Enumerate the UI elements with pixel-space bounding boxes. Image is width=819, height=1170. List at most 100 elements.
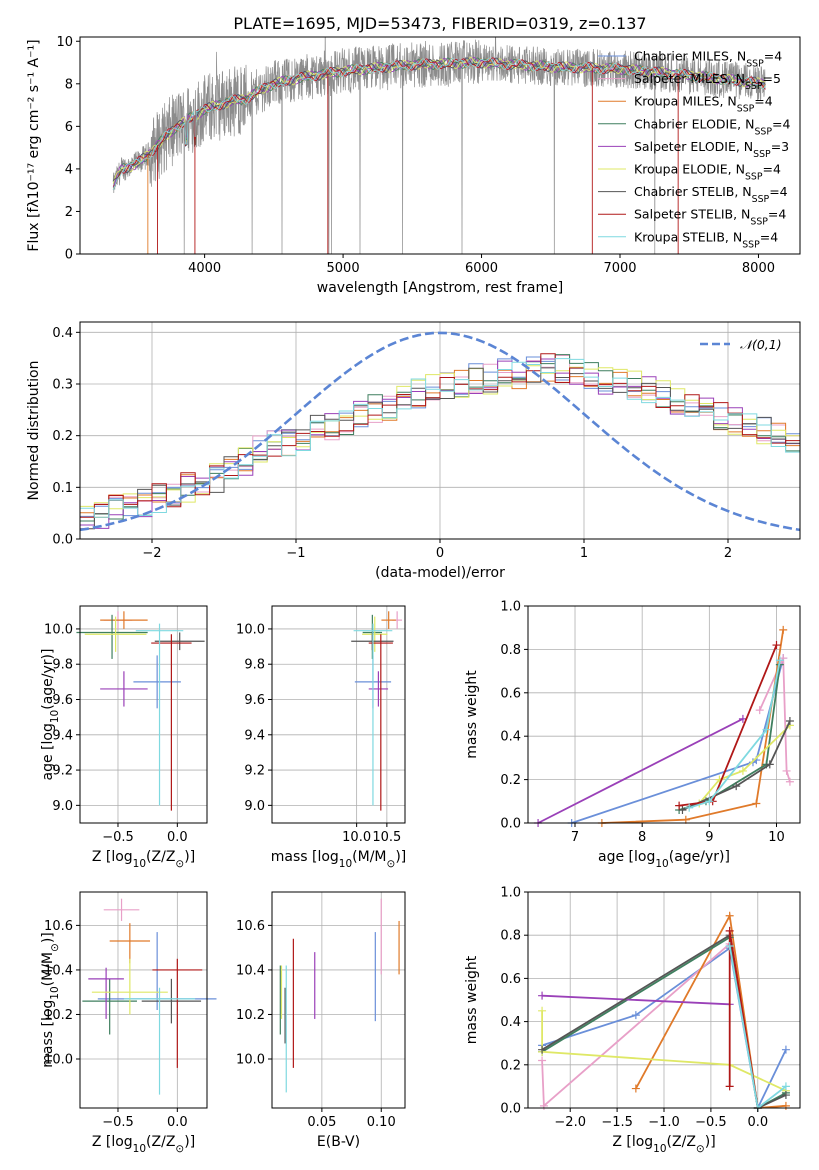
y-tick-label: 0.3 xyxy=(52,378,73,393)
legend-label: Chabrier ELODIE, NSSP=4 xyxy=(634,116,790,137)
spectrum-plot-area xyxy=(112,37,766,254)
legend-label: Salpeter STELIB, NSSP=4 xyxy=(634,207,786,228)
x-tick-label: 10 xyxy=(768,830,785,845)
y-tick-label: 9.6 xyxy=(52,693,73,708)
x-tick-label: 9 xyxy=(705,830,713,845)
axes-frame xyxy=(271,891,406,1109)
point-marker xyxy=(765,760,774,769)
y-tick-label: 10.2 xyxy=(44,1008,73,1023)
x-tick-label: −0.5 xyxy=(102,1115,134,1130)
point-marker xyxy=(631,1084,640,1093)
x-tick-label: 8 xyxy=(638,830,646,845)
point-marker xyxy=(782,766,791,775)
observed-spectrum-line xyxy=(112,37,766,254)
model-spectrum-line xyxy=(113,57,766,187)
y-tick-label: 9.4 xyxy=(52,728,73,743)
y-tick-label: 1.0 xyxy=(500,600,521,615)
y-tick-label: 0.6 xyxy=(500,972,521,987)
legend-label: 𝒩(0,1) xyxy=(740,337,782,352)
y-tick-label: 10.6 xyxy=(236,919,265,934)
x-tick-label: 6000 xyxy=(465,261,498,276)
point-marker xyxy=(681,815,690,824)
x-axis-label: age [log10(age/yr)] xyxy=(598,849,730,870)
x-tick-label: 7000 xyxy=(603,261,636,276)
point-marker xyxy=(725,911,734,920)
y-axis-label: age [log10(age/yr)] xyxy=(40,649,61,781)
axes-frame xyxy=(527,605,801,824)
axes-frame xyxy=(79,36,801,255)
point-marker xyxy=(685,803,694,812)
point-marker xyxy=(738,766,747,775)
y-tick-label: 6 xyxy=(65,120,73,135)
y-tick-label: 0.0 xyxy=(500,817,521,832)
y-tick-label: 0 xyxy=(65,248,73,263)
mass-weight-line xyxy=(541,1010,787,1092)
mass-weight-line xyxy=(571,657,785,824)
axes-frame xyxy=(79,891,208,1109)
y-tick-label: 10.0 xyxy=(236,1053,265,1068)
x-tick-label: 0.05 xyxy=(307,1115,336,1130)
x-tick-label: 0.0 xyxy=(747,1115,768,1130)
legend-label: Kroupa STELIB, NSSP=4 xyxy=(634,229,778,250)
x-tick-label: −1.5 xyxy=(601,1115,633,1130)
mass-weight-line xyxy=(758,657,791,783)
y-tick-label: 10.0 xyxy=(236,622,265,637)
point-marker xyxy=(772,641,781,650)
y-axis-label: mass [log10(M/M⊙)] xyxy=(40,932,61,1068)
x-tick-label: 7 xyxy=(571,830,579,845)
x-tick-label: 2 xyxy=(724,546,732,561)
mass-weight-line xyxy=(601,629,785,824)
y-axis-label: Flux [fλ10⁻¹⁷ erg cm⁻² s⁻¹ A⁻¹] xyxy=(26,39,42,251)
point-marker xyxy=(752,799,761,808)
y-tick-label: 10.6 xyxy=(44,919,73,934)
y-tick-label: 9.2 xyxy=(52,764,73,779)
y-tick-label: 9.8 xyxy=(52,658,73,673)
y-tick-label: 4 xyxy=(65,162,73,177)
point-marker xyxy=(538,1056,547,1065)
point-marker xyxy=(631,1011,640,1020)
residual-histogram-step xyxy=(80,365,800,510)
legend-label: Chabrier MILES, NSSP=4 xyxy=(634,49,782,70)
x-tick-label: −2 xyxy=(142,546,161,561)
y-tick-label: 0.1 xyxy=(52,481,73,496)
x-axis-label: wavelength [Angstrom, rest frame] xyxy=(317,280,563,296)
point-marker xyxy=(675,801,684,810)
x-tick-label: −2.0 xyxy=(554,1115,586,1130)
legend-label: Chabrier STELIB, NSSP=4 xyxy=(634,184,788,205)
y-tick-label: 9.2 xyxy=(244,764,265,779)
mass-weight-line xyxy=(537,717,744,824)
y-tick-label: 2 xyxy=(65,205,73,220)
figure-title: PLATE=1695, MJD=53473, FIBERID=0319, z=0… xyxy=(233,14,646,33)
weight-vs-z-panel: −2.0 −1.5 −1.0 −0.5 0.0 0.0 0.2 0.4 0.6 0.8 1.0 Z [… xyxy=(464,886,801,1155)
residuals-panel: −2 −1 0 1 2 0.0 0.1 0.2 0.3 0.4 (data-model)/error… xyxy=(26,321,801,581)
y-tick-label: 0.0 xyxy=(500,1102,521,1117)
weight-vs-z-plot-area xyxy=(538,911,790,1112)
point-marker xyxy=(781,1082,790,1091)
x-tick-label: 8000 xyxy=(742,261,775,276)
y-tick-label: 1.0 xyxy=(500,886,521,901)
y-tick-label: 0.2 xyxy=(52,429,73,444)
spectrum-panel: 4000 5000 6000 7000 8000 0 2 4 6 8 10 wavelength [A… xyxy=(26,35,801,296)
mass-vs-ebv-plot-area xyxy=(279,898,400,1093)
age-vs-mass-plot-area xyxy=(351,611,402,811)
x-axis-label: Z [log10(Z/Z⊙)] xyxy=(92,849,195,870)
point-marker xyxy=(725,942,734,950)
legend-label: Kroupa ELODIE, NSSP=4 xyxy=(634,162,781,183)
y-tick-label: 0.4 xyxy=(500,1015,521,1030)
legend-label: Salpeter MILES, NSSP=5 xyxy=(634,71,781,92)
y-axis-label: Normed distribution xyxy=(26,361,42,501)
y-tick-label: 10.4 xyxy=(236,963,265,978)
y-axis-label: mass weight xyxy=(464,955,480,1044)
y-tick-label: 0.8 xyxy=(500,643,521,658)
x-axis-label: Z [log10(Z/Z⊙)] xyxy=(612,1134,715,1155)
legend-label: Salpeter ELODIE, NSSP=3 xyxy=(634,139,789,160)
point-marker xyxy=(538,1045,547,1054)
x-tick-label: −1.0 xyxy=(648,1115,680,1130)
age-vs-z-plot-area xyxy=(76,611,205,811)
y-tick-label: 0.8 xyxy=(500,929,521,944)
point-marker xyxy=(732,782,741,791)
point-marker xyxy=(781,1091,790,1100)
x-tick-label: −0.5 xyxy=(695,1115,727,1130)
mass-vs-ebv-panel: 0.05 0.10 10.0 10.2 10.4 10.6 E(B-V) xyxy=(236,891,406,1150)
legend-label: Kroupa MILES, NSSP=4 xyxy=(634,94,773,115)
